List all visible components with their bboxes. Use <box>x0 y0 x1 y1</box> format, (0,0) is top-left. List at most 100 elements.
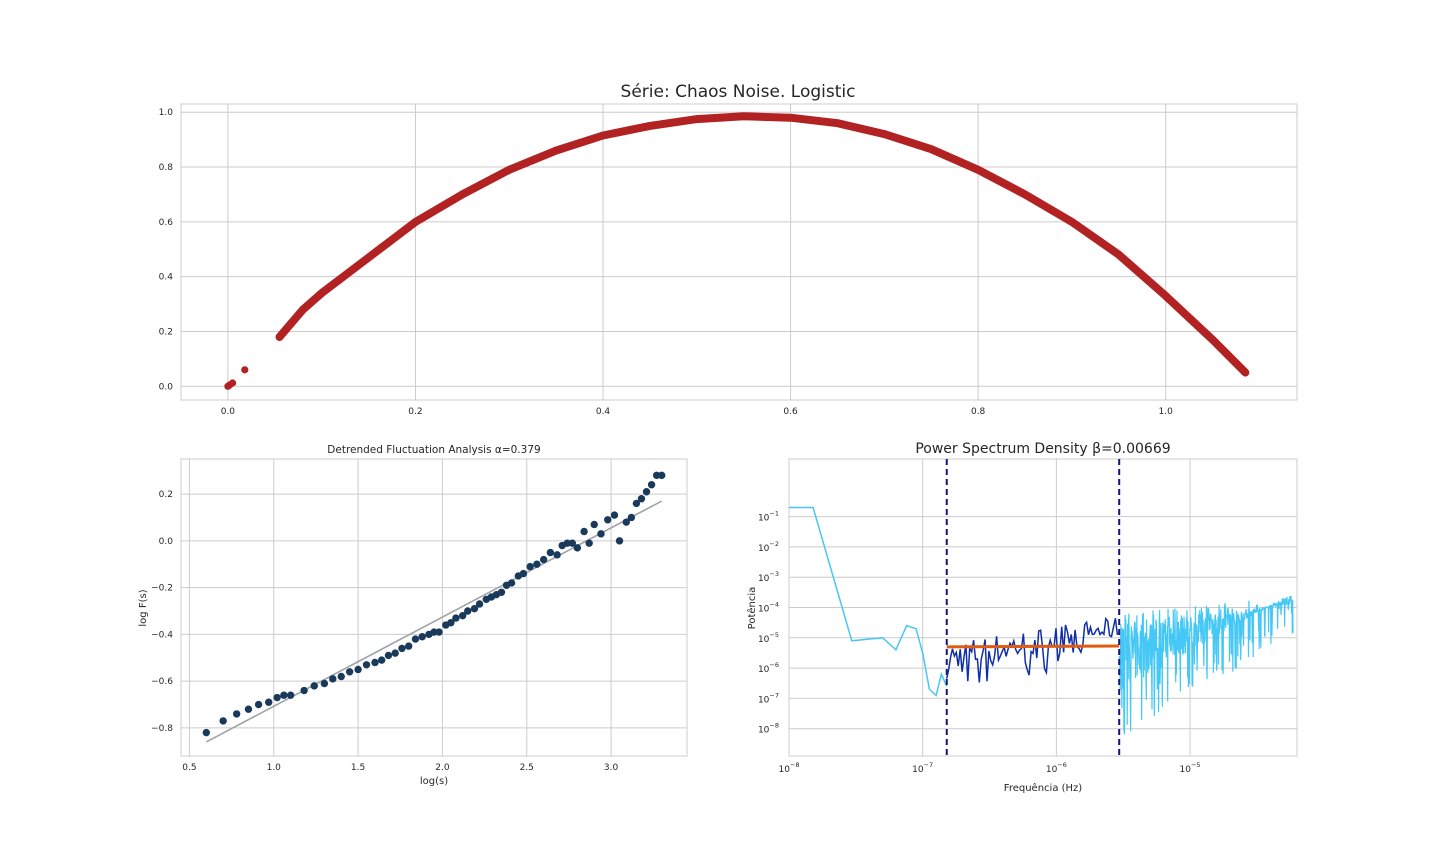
psd-y-tick-base: 10 <box>758 726 770 736</box>
logistic-point <box>1162 292 1170 300</box>
top-y-tick-label: 0.4 <box>159 273 174 283</box>
top-x-tick-label: 0.2 <box>408 407 422 417</box>
dfa-point <box>658 471 666 480</box>
dfa-point <box>378 656 386 664</box>
dfa-point <box>265 698 273 706</box>
dfa-y-tick-label: 0.0 <box>159 537 174 547</box>
dfa-x-tick-label: 1.5 <box>351 763 365 773</box>
dfa-point <box>337 672 345 681</box>
psd-x-axis-label: Frequência (Hz) <box>1004 782 1082 794</box>
psd-high-frequency-line <box>1118 595 1294 735</box>
dfa-point <box>458 611 467 620</box>
dfa-y-tick-label: −0.4 <box>151 630 173 640</box>
top-x-tick-label: 1.0 <box>1159 407 1174 417</box>
dfa-point <box>470 604 479 613</box>
dfa-point <box>430 628 438 636</box>
dfa-x-tick-label: 1.0 <box>267 763 282 773</box>
dfa-point <box>254 700 263 709</box>
top-x-tick-label: 0.0 <box>221 407 236 417</box>
dfa-point <box>475 600 484 608</box>
dfa-point <box>320 679 329 688</box>
dfa-point <box>597 530 605 538</box>
dfa-point <box>280 691 288 699</box>
top-x-tick-label: 0.6 <box>783 407 798 417</box>
dfa-point <box>300 686 308 695</box>
logistic-point <box>1068 218 1076 226</box>
psd-x-tick-exponent: −6 <box>1057 761 1067 769</box>
dfa-point <box>362 661 371 669</box>
dfa-point <box>310 682 318 690</box>
psd-y-tick-base: 10 <box>758 514 770 524</box>
psd-y-tick-base: 10 <box>758 635 770 645</box>
dfa-point <box>546 548 555 557</box>
psd-y-tick-label: 10−7 <box>758 691 779 705</box>
logistic-point <box>228 379 237 387</box>
dfa-point <box>652 471 661 480</box>
dfa-point <box>553 551 561 559</box>
logistic-point <box>786 114 795 122</box>
top-plot-title: Série: Chaos Noise. Logistic <box>621 82 856 102</box>
psd-low-frequency-line <box>789 506 948 697</box>
psd-x-tick-exponent: −7 <box>924 761 934 769</box>
dfa-point <box>452 614 460 622</box>
dfa-point <box>604 516 612 524</box>
logistic-point <box>318 289 326 297</box>
psd-y-tick-exponent: −4 <box>769 601 779 609</box>
dfa-point <box>202 728 210 737</box>
psd-x-tick-label: 10−7 <box>912 761 933 775</box>
psd-y-tick-exponent: −3 <box>769 570 779 578</box>
dfa-point <box>627 513 636 522</box>
psd-fit-region-line <box>945 616 1120 683</box>
psd-fit-line <box>946 644 1120 649</box>
psd-line-plot: 10−8 10−7 10−6 10−510−110−210−310−410−510−6… <box>746 441 1298 794</box>
psd-y-tick-base: 10 <box>758 605 770 615</box>
dfa-point <box>568 539 577 547</box>
logistic-point <box>241 366 249 374</box>
psd-y-tick-label: 10−5 <box>758 631 779 645</box>
logistic-point <box>1241 368 1250 377</box>
psd-x-tick-exponent: −8 <box>790 761 800 769</box>
logistic-point <box>275 333 284 341</box>
top-plot-points <box>224 112 1250 390</box>
top-plot-frame <box>180 103 1298 401</box>
psd-y-tick-base: 10 <box>758 665 770 675</box>
psd-plot-tick-labels: 10−8 10−7 10−6 10−510−110−210−310−410−510−6… <box>758 510 1201 775</box>
psd-y-tick-label: 10−2 <box>758 540 779 554</box>
dfa-point <box>232 710 241 718</box>
psd-y-tick-base: 10 <box>758 574 770 584</box>
top-y-tick-label: 0.2 <box>159 327 173 337</box>
dfa-point <box>354 665 362 674</box>
psd-x-tick-exponent: −5 <box>1191 761 1201 769</box>
psd-y-tick-base: 10 <box>758 695 770 705</box>
psd-x-tick-label: 10−6 <box>1046 761 1067 775</box>
dfa-point <box>497 588 506 596</box>
dfa-point <box>563 539 571 547</box>
psd-y-tick-label: 10−3 <box>758 570 779 584</box>
dfa-point <box>345 668 354 676</box>
psd-y-tick-exponent: −7 <box>769 691 779 699</box>
dfa-y-tick-label: −0.8 <box>151 724 173 734</box>
dfa-point <box>610 511 619 519</box>
dfa-x-tick-label: 0.5 <box>182 763 196 773</box>
logistic-point <box>411 218 420 226</box>
top-plot-tick-labels: 0.0 0.2 0.4 0.6 0.8 1.0 0.0 0.2 0.4 0.6 0.8 1.0 <box>159 108 1173 417</box>
dfa-x-axis-label: log(s) <box>420 776 448 787</box>
dfa-y-tick-label: 0.2 <box>159 490 173 500</box>
dfa-point <box>398 644 406 653</box>
dfa-y-axis-label: log F(s) <box>138 589 149 626</box>
psd-x-tick-base: 10 <box>1046 765 1058 775</box>
logistic-point <box>1208 336 1217 344</box>
psd-y-tick-exponent: −1 <box>769 510 779 518</box>
dfa-point <box>637 495 646 503</box>
psd-y-tick-exponent: −8 <box>769 722 779 730</box>
logistic-point <box>646 122 654 130</box>
dfa-point <box>622 518 630 526</box>
logistic-point <box>458 190 466 199</box>
dfa-plot-title: Detrended Fluctuation Analysis α=0.379 <box>327 444 540 456</box>
dfa-point <box>384 651 393 660</box>
dfa-point <box>405 642 413 650</box>
psd-x-tick-base: 10 <box>1180 765 1192 775</box>
top-plot-grid <box>181 104 1297 400</box>
psd-y-tick-exponent: −2 <box>769 540 779 548</box>
